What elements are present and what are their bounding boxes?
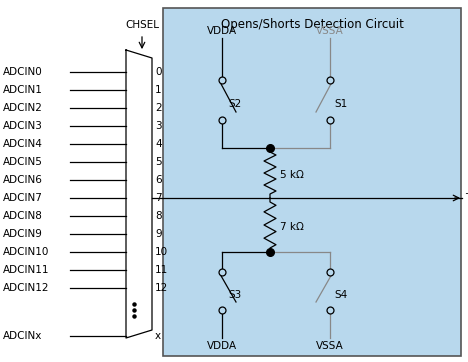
Text: S4: S4 — [334, 290, 347, 300]
Text: ADCIN2: ADCIN2 — [3, 103, 43, 113]
Bar — [163, 8, 461, 356]
Text: ADCIN0: ADCIN0 — [3, 67, 43, 77]
Text: 3: 3 — [155, 121, 161, 131]
Text: VDDA: VDDA — [207, 341, 237, 351]
Text: ADCIN8: ADCIN8 — [3, 211, 43, 221]
Text: 8: 8 — [155, 211, 161, 221]
Text: 12: 12 — [155, 283, 168, 293]
Text: 10: 10 — [155, 247, 168, 257]
Text: 6: 6 — [155, 175, 161, 185]
Text: 7 kΩ: 7 kΩ — [280, 222, 304, 232]
Text: VSSA: VSSA — [316, 341, 344, 351]
Polygon shape — [126, 50, 152, 338]
Text: 4: 4 — [155, 139, 161, 149]
Text: S1: S1 — [334, 99, 347, 109]
Text: ADCIN12: ADCIN12 — [3, 283, 50, 293]
Text: ADCIN4: ADCIN4 — [3, 139, 43, 149]
Text: ADCIN9: ADCIN9 — [3, 229, 43, 239]
Text: 9: 9 — [155, 229, 161, 239]
Text: ADCIN6: ADCIN6 — [3, 175, 43, 185]
Text: VDDA: VDDA — [207, 26, 237, 36]
Text: ADCIN1: ADCIN1 — [3, 85, 43, 95]
Text: VSSA: VSSA — [316, 26, 344, 36]
Text: ADCIN7: ADCIN7 — [3, 193, 43, 203]
Text: 5 kΩ: 5 kΩ — [280, 170, 304, 180]
Text: CHSEL: CHSEL — [125, 20, 159, 30]
Text: ADCIN11: ADCIN11 — [3, 265, 50, 275]
Text: 11: 11 — [155, 265, 168, 275]
Text: 2: 2 — [155, 103, 161, 113]
Text: S3: S3 — [228, 290, 241, 300]
Text: 5: 5 — [155, 157, 161, 167]
Text: ADCIN10: ADCIN10 — [3, 247, 50, 257]
Text: 7: 7 — [155, 193, 161, 203]
Text: ADCIN5: ADCIN5 — [3, 157, 43, 167]
Text: x: x — [155, 331, 161, 341]
Text: 1: 1 — [155, 85, 161, 95]
Text: S2: S2 — [228, 99, 241, 109]
Text: ADCINx: ADCINx — [3, 331, 43, 341]
Text: Opens/Shorts Detection Circuit: Opens/Shorts Detection Circuit — [220, 18, 403, 31]
Text: To S+H: To S+H — [465, 193, 468, 203]
Text: ADCIN3: ADCIN3 — [3, 121, 43, 131]
Text: 0: 0 — [155, 67, 161, 77]
